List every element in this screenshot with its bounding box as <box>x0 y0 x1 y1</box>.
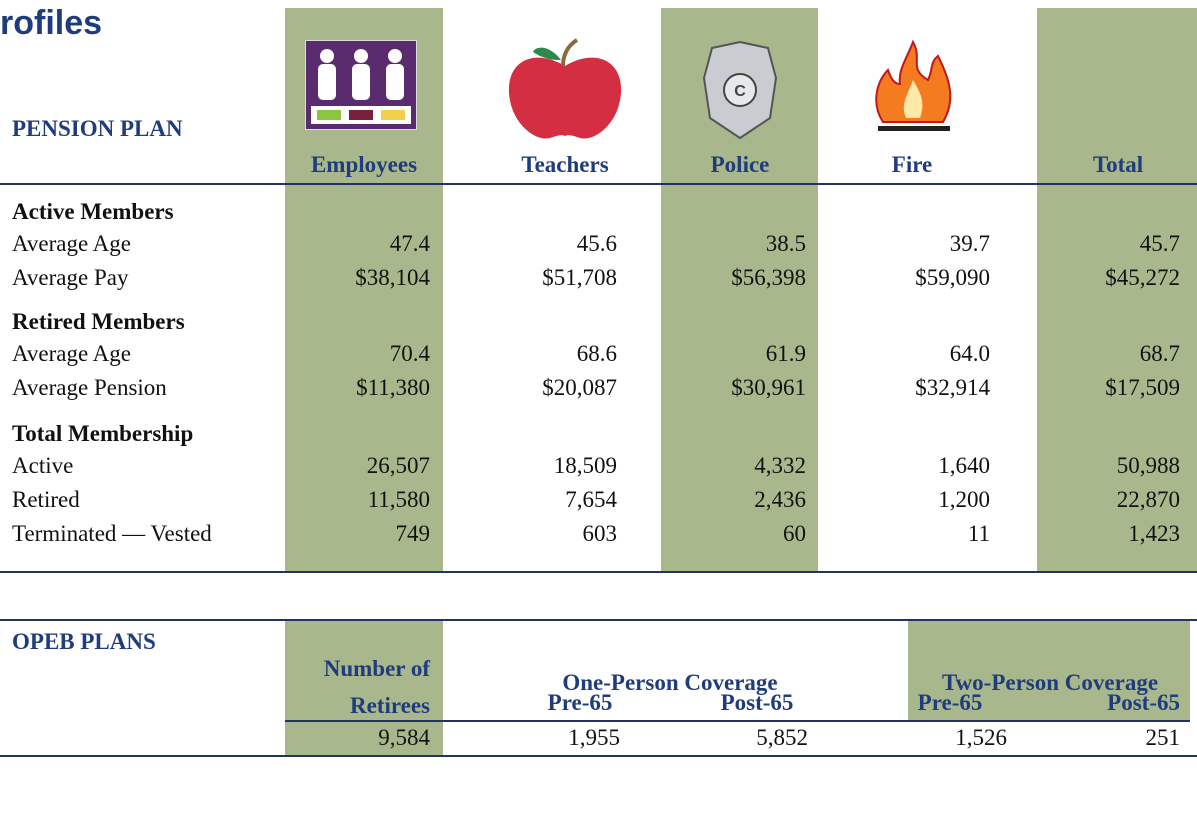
employees-icon <box>305 40 417 130</box>
rule <box>0 183 1197 185</box>
rule <box>285 720 1190 722</box>
section-title: Active Members <box>12 199 174 224</box>
cell: 4,332 <box>754 453 806 478</box>
column-header: Post-65 <box>1107 690 1180 715</box>
shade <box>908 620 1190 721</box>
section-title: Retired Members <box>12 309 185 334</box>
cell: $38,104 <box>355 265 430 290</box>
cell: 1,955 <box>568 725 620 750</box>
cell: $20,087 <box>542 375 617 400</box>
cell: 11 <box>967 521 990 546</box>
cell: $56,398 <box>731 265 806 290</box>
cell: 45.7 <box>1139 231 1180 256</box>
cell: 68.6 <box>576 341 617 366</box>
police-icon: C <box>702 40 778 140</box>
cell: 1,526 <box>955 725 1007 750</box>
cell: 38.5 <box>765 231 806 256</box>
shade <box>1037 8 1197 572</box>
cell: $17,509 <box>1105 375 1180 400</box>
cell: 70.4 <box>389 341 430 366</box>
column-header: Fire <box>891 152 933 177</box>
column-header: Total <box>1092 152 1144 177</box>
column-header: Police <box>710 152 770 177</box>
cell: 1,200 <box>938 487 990 512</box>
cell: 39.7 <box>949 231 990 256</box>
cell: $51,708 <box>542 265 617 290</box>
cell: 7,654 <box>565 487 617 512</box>
cell: 1,640 <box>938 453 990 478</box>
cell: 60 <box>783 521 806 546</box>
section-label: OPEB PLANS <box>12 629 156 654</box>
row-label: Average Pension <box>12 375 167 400</box>
cell: $11,380 <box>356 375 430 400</box>
cell: 11,580 <box>367 487 430 512</box>
svg-text:C: C <box>734 83 746 100</box>
cell: 749 <box>395 521 431 546</box>
cell: 47.4 <box>389 231 430 256</box>
cell: $32,914 <box>915 375 990 400</box>
section-title: Total Membership <box>12 421 194 446</box>
row-label: Average Pay <box>12 265 129 290</box>
cell: 1,423 <box>1128 521 1180 546</box>
cell: 64.0 <box>949 341 990 366</box>
cell: 251 <box>1145 725 1181 750</box>
rule <box>0 571 1197 573</box>
row-label: Terminated — Vested <box>12 521 212 546</box>
row-label: Active <box>12 453 74 478</box>
fire-icon <box>875 40 952 131</box>
column-header: Post-65 <box>720 690 794 715</box>
column-header: Pre-65 <box>917 690 983 715</box>
column-header: Pre-65 <box>547 690 613 715</box>
cell: 603 <box>582 521 618 546</box>
cell: 61.9 <box>765 341 806 366</box>
rule <box>0 619 1197 621</box>
cell: 22,870 <box>1116 487 1180 512</box>
cell: $45,272 <box>1105 265 1180 290</box>
section-label: PENSION PLAN <box>12 116 183 141</box>
group-header: Two-Person Coverage <box>941 670 1159 695</box>
cell: 9,584 <box>378 725 430 750</box>
group-header: One-Person Coverage <box>562 670 778 695</box>
shade <box>285 620 443 756</box>
row-label: Retired <box>12 487 80 512</box>
column-header: Employees <box>310 152 418 177</box>
cell: $30,961 <box>731 375 806 400</box>
column-header: Teachers <box>521 152 609 177</box>
column-header: Number of Retirees <box>323 656 430 718</box>
cell: 45.6 <box>576 231 617 256</box>
rule <box>0 755 1197 757</box>
cell: 50,988 <box>1116 453 1180 478</box>
row-label: Average Age <box>12 341 131 366</box>
row-label: Average Age <box>12 231 131 256</box>
cell: $59,090 <box>915 265 990 290</box>
cell: 2,436 <box>754 487 806 512</box>
cell: 18,509 <box>553 453 617 478</box>
cell: 5,852 <box>756 725 808 750</box>
teachers-icon <box>508 38 622 139</box>
cell: 26,507 <box>366 453 430 478</box>
cell: 68.7 <box>1139 341 1180 366</box>
page-title: rofiles <box>0 4 103 42</box>
